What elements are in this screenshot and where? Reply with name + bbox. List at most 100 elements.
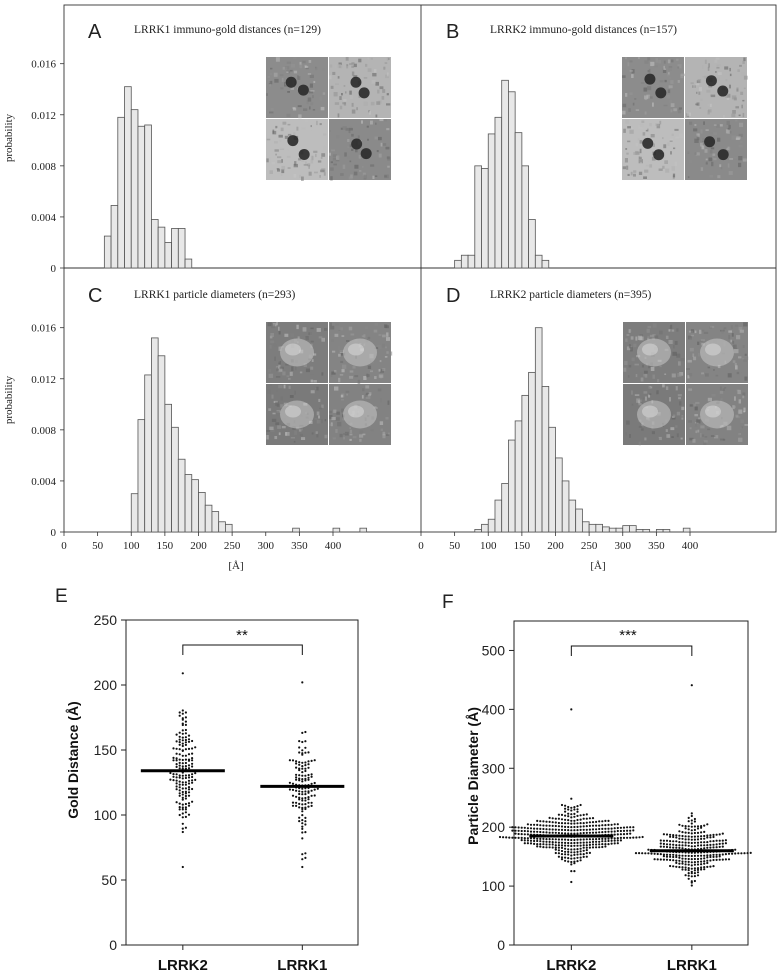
data-point [551,838,554,841]
micrograph-noise [367,57,370,60]
micrograph-noise [624,360,628,365]
data-point [178,808,181,811]
gold-particle [350,76,362,88]
data-point [598,820,601,823]
micrograph-noise [345,57,349,61]
micrograph-noise [316,419,321,424]
data-point [588,821,592,824]
data-point [573,870,576,873]
data-point [715,833,718,836]
data-point [570,880,573,884]
data-point [690,867,693,870]
micrograph-noise [693,85,696,88]
data-point [557,838,561,841]
micrograph-noise [742,392,746,396]
data-point [700,857,703,860]
micrograph-noise [268,80,273,85]
data-point [573,838,576,842]
micrograph-noise [738,133,743,137]
data-point [536,823,539,827]
micrograph-noise [385,74,390,79]
micrograph-noise [629,129,634,134]
micrograph-noise [379,421,384,425]
data-point [175,765,178,769]
micrograph-noise [650,386,653,389]
data-point [313,788,316,791]
micrograph-noise [670,427,675,431]
data-point [184,738,187,742]
micrograph-noise [638,327,641,332]
data-point [545,840,548,843]
data-point [619,826,623,829]
data-point [570,842,573,845]
data-point [570,797,573,800]
micrograph-noise [707,66,710,71]
micrograph-noise [638,171,643,175]
data-point [693,854,697,858]
data-point [712,833,715,837]
panel-d-title: LRRK2 particle diameters (n=395) [490,289,652,301]
panel-c: C LRRK1 particle diameters (n=293) proba… [3,285,393,572]
micrograph-noise [339,374,344,376]
data-point [298,746,301,749]
micrograph-noise [736,335,741,340]
data-point [539,845,542,848]
micrograph-noise [628,329,631,333]
micrograph-noise [386,93,389,96]
data-point [672,835,675,839]
micrograph-noise [648,68,651,73]
micrograph-noise [273,343,277,347]
data-point [536,830,539,833]
data-point [187,734,191,737]
data-point [523,839,526,842]
micrograph-noise [370,370,373,373]
data-point [542,840,545,843]
data-point [706,836,709,839]
data-point [178,735,181,738]
data-point [573,862,576,865]
data-point [647,848,650,851]
micrograph-noise [707,397,712,402]
micrograph-noise [387,72,389,77]
data-point [564,828,567,832]
micrograph-noise [340,394,344,398]
data-point [301,752,304,755]
micrograph-noise [739,64,742,67]
data-point [591,817,595,820]
data-point [184,787,187,790]
data-point [175,779,178,782]
micrograph-noise [387,165,390,168]
micrograph-noise [381,343,386,348]
micrograph-noise [652,334,656,337]
micrograph-noise [270,108,274,111]
data-point [310,794,313,797]
histogram-bar [211,511,220,533]
data-point [681,841,684,844]
micrograph-noise [635,143,638,147]
micrograph-noise [640,367,643,373]
data-point [582,855,585,859]
micrograph-noise [631,390,633,395]
data-point [178,780,181,783]
data-point [184,758,187,761]
micrograph-noise [728,171,733,175]
micrograph-noise [365,393,368,398]
micrograph-noise [286,155,291,158]
data-point [693,831,697,835]
micrograph-noise [694,330,697,334]
data-point [703,824,706,827]
data-point [548,843,551,846]
data-point [665,858,669,861]
data-point [178,776,181,779]
histogram-bar [541,386,550,533]
data-point [307,796,310,799]
micrograph-noise [285,432,290,436]
micrograph-noise [707,104,710,107]
micrograph-noise [333,92,338,97]
micrograph-noise [363,334,366,338]
data-point [638,836,641,839]
micrograph-noise [343,432,348,435]
data-point [579,841,582,844]
data-point [310,759,313,763]
data-point [690,812,693,815]
